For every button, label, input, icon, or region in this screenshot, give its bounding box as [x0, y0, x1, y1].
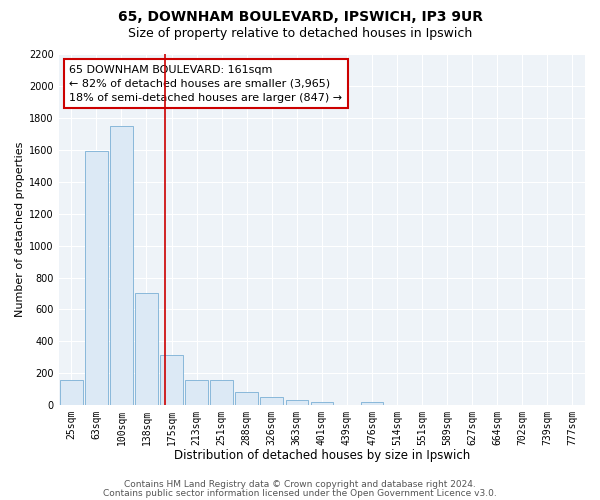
Bar — [160, 355, 183, 405]
Bar — [110, 126, 133, 405]
Bar — [135, 294, 158, 405]
Bar — [361, 402, 383, 405]
Text: Contains HM Land Registry data © Crown copyright and database right 2024.: Contains HM Land Registry data © Crown c… — [124, 480, 476, 489]
Bar — [311, 402, 333, 405]
Text: 65, DOWNHAM BOULEVARD, IPSWICH, IP3 9UR: 65, DOWNHAM BOULEVARD, IPSWICH, IP3 9UR — [118, 10, 482, 24]
Bar — [260, 397, 283, 405]
Bar — [85, 152, 107, 405]
Bar — [235, 392, 258, 405]
Bar — [286, 400, 308, 405]
Text: 65 DOWNHAM BOULEVARD: 161sqm
← 82% of detached houses are smaller (3,965)
18% of: 65 DOWNHAM BOULEVARD: 161sqm ← 82% of de… — [70, 64, 343, 102]
Y-axis label: Number of detached properties: Number of detached properties — [15, 142, 25, 318]
Bar — [185, 380, 208, 405]
Bar — [211, 380, 233, 405]
X-axis label: Distribution of detached houses by size in Ipswich: Distribution of detached houses by size … — [174, 450, 470, 462]
Text: Contains public sector information licensed under the Open Government Licence v3: Contains public sector information licen… — [103, 488, 497, 498]
Bar — [60, 380, 83, 405]
Text: Size of property relative to detached houses in Ipswich: Size of property relative to detached ho… — [128, 28, 472, 40]
